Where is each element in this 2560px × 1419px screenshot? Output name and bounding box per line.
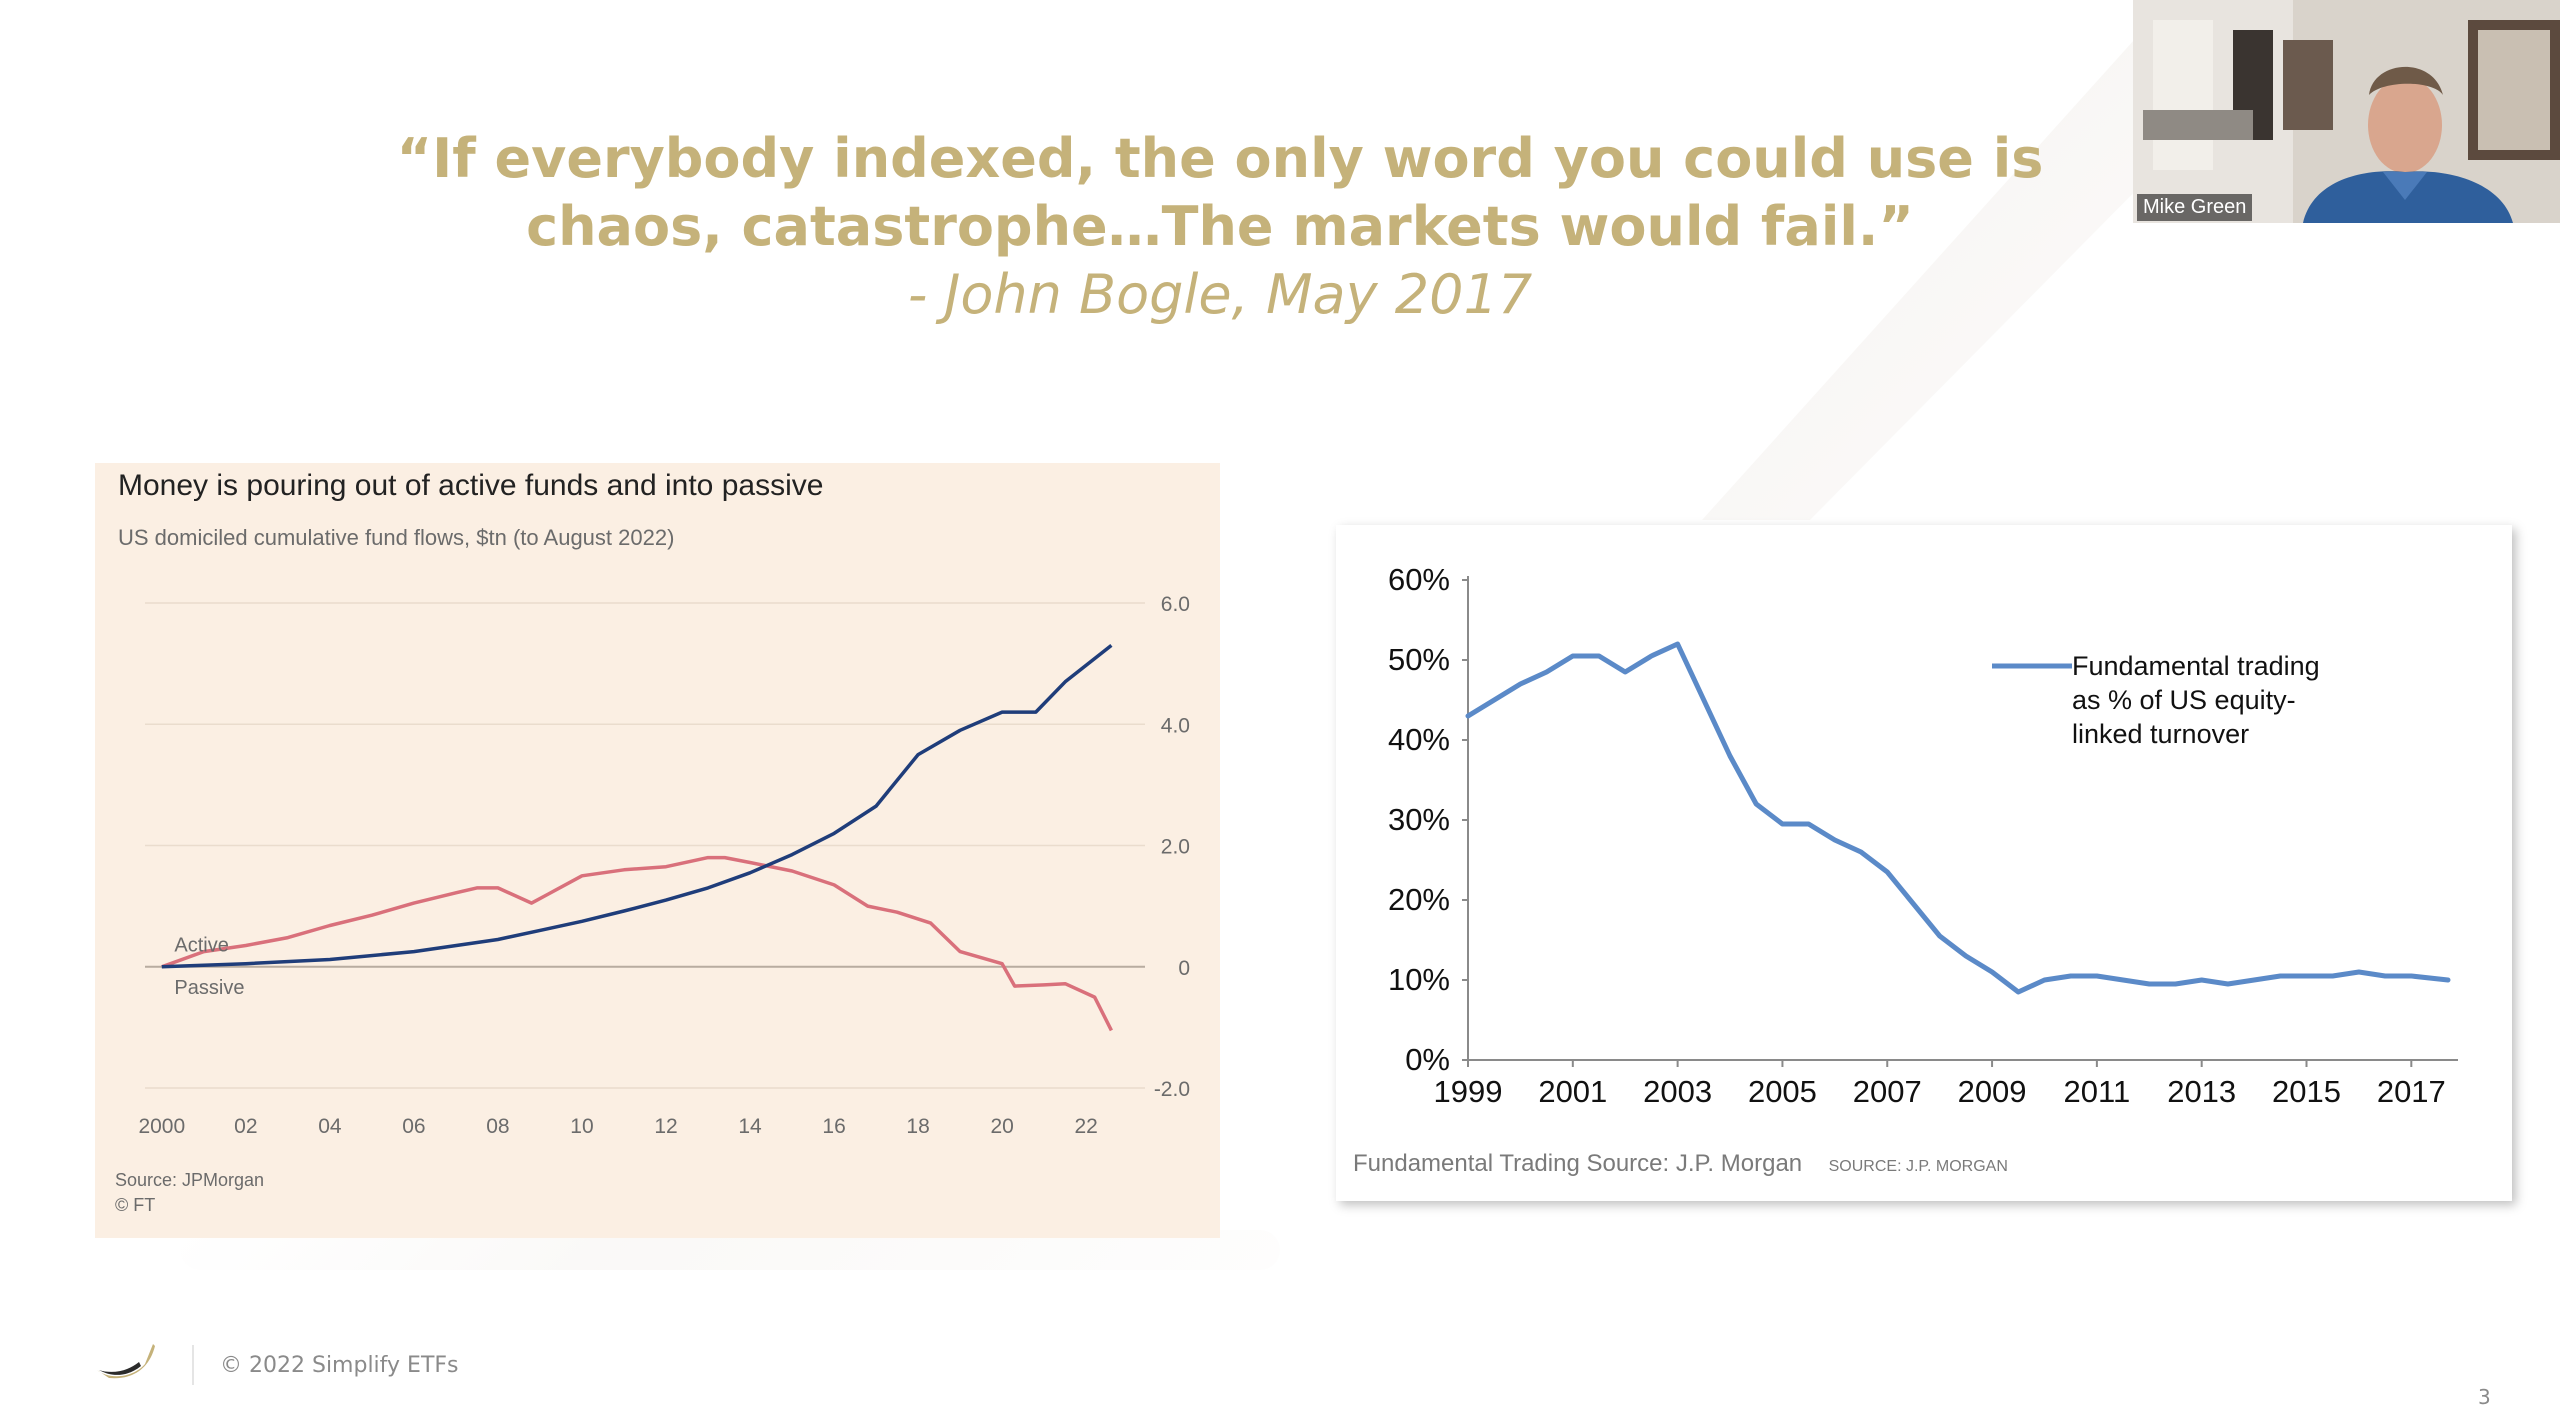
x-tick-label: 2009 xyxy=(1958,1074,2027,1109)
copyright-line: © FT xyxy=(115,1195,156,1215)
series-line-active xyxy=(161,855,1113,1032)
series-label-passive: Passive xyxy=(174,977,244,999)
y-tick-label: 0% xyxy=(1405,1042,1450,1077)
chart-source: Source: JPMorgan © FT xyxy=(115,1168,264,1218)
y-tick-label: -2.0 xyxy=(1154,1078,1190,1101)
participant-video-image xyxy=(2133,0,2560,223)
quote-block: “If everybody indexed, the only word you… xyxy=(300,125,2140,329)
series-line-passive xyxy=(161,644,1113,969)
series-line-fundamental-trading xyxy=(1465,641,2451,995)
series-label-active: Active xyxy=(174,935,228,957)
chart-subtitle: US domiciled cumulative fund flows, $tn … xyxy=(118,525,675,550)
x-tick-label: 16 xyxy=(822,1115,845,1138)
jpm-chart-panel: 60% 50% 40% 30% 20% 10% 0% 1999 2001 2003 2005 2007… xyxy=(1336,525,2512,1201)
x-tick-label: 02 xyxy=(234,1115,257,1138)
legend-label: linked turnover xyxy=(2072,719,2249,749)
fundamental-trading-chart: 60% 50% 40% 30% 20% 10% 0%1999 2001 2003 2005 2007… xyxy=(1388,562,2458,1109)
quote-line: chaos, catastrophe…The markets would fai… xyxy=(526,195,1914,258)
source-main: Fundamental Trading Source: J.P. Morgan xyxy=(1353,1150,1803,1177)
legend-label: Fundamental trading xyxy=(2072,651,2320,681)
quote-attribution: - John Bogle, May 2017 xyxy=(907,263,1533,326)
y-tick-label: 6.0 xyxy=(1161,593,1190,616)
y-tick-label: 10% xyxy=(1388,962,1450,997)
footer-copyright: © 2022 Simplify ETFs xyxy=(220,1353,459,1378)
y-tick-label: 30% xyxy=(1388,802,1450,837)
ft-chart-panel: Money is pouring out of active funds and… xyxy=(95,463,1220,1238)
x-tick-label: 2005 xyxy=(1748,1074,1817,1109)
x-tick-label: 14 xyxy=(738,1115,762,1138)
chart-title: Money is pouring out of active funds and… xyxy=(118,469,824,502)
x-tick-label: 06 xyxy=(402,1115,425,1138)
x-tick-label: 2001 xyxy=(1538,1074,1607,1109)
y-tick-label: 40% xyxy=(1388,722,1450,757)
y-tick-label: 2.0 xyxy=(1161,836,1190,859)
x-tick-label: 12 xyxy=(654,1115,677,1138)
x-tick-label: 2013 xyxy=(2167,1074,2236,1109)
y-tick-label: 20% xyxy=(1388,882,1450,917)
y-tick-label: 0 xyxy=(1178,957,1190,980)
x-tick-label: 2003 xyxy=(1643,1074,1712,1109)
simplify-logo-icon xyxy=(97,1344,155,1379)
x-tick-label: 04 xyxy=(318,1115,342,1138)
video-tile[interactable]: Mike Green xyxy=(2133,0,2560,223)
quote-line: “If everybody indexed, the only word you… xyxy=(396,127,2044,190)
x-tick-label: 2015 xyxy=(2272,1074,2341,1109)
x-tick-label: 10 xyxy=(570,1115,593,1138)
chart-source: Fundamental Trading Source: J.P. Morgan … xyxy=(1353,1150,2008,1178)
x-tick-label: 08 xyxy=(486,1115,509,1138)
source-line: Source: JPMorgan xyxy=(115,1170,265,1190)
x-tick-label: 2011 xyxy=(2064,1074,2131,1109)
legend-label: as % of US equity- xyxy=(2072,685,2296,715)
participant-name-label: Mike Green xyxy=(2137,194,2253,221)
y-tick-label: 60% xyxy=(1388,562,1450,597)
x-tick-label: 20 xyxy=(990,1115,1013,1138)
y-tick-label: 4.0 xyxy=(1161,714,1190,737)
y-tick-label: 50% xyxy=(1388,642,1450,677)
footer-divider xyxy=(192,1345,194,1385)
x-tick-label: 2007 xyxy=(1853,1074,1922,1109)
x-tick-label: 2017 xyxy=(2377,1074,2446,1109)
source-small: SOURCE: J.P. MORGAN xyxy=(1828,1158,2008,1175)
x-tick-label: 1999 xyxy=(1434,1074,1503,1109)
page-number: 3 xyxy=(2478,1385,2491,1409)
x-tick-label: 22 xyxy=(1074,1115,1097,1138)
x-tick-label: 2000 xyxy=(138,1115,185,1138)
ft-flows-chart: 6.0 4.0 2.0 0 -2.0 2000 02 04 06 08 10 12 14 16 18 20 22… xyxy=(138,593,1190,1138)
x-tick-label: 18 xyxy=(906,1115,929,1138)
